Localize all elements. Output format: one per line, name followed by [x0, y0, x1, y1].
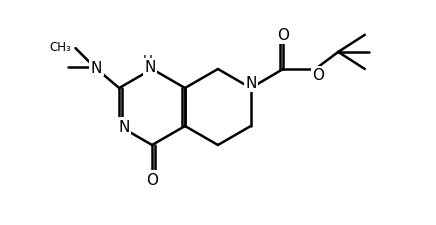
Text: CH₃: CH₃	[50, 40, 72, 53]
Text: N: N	[91, 60, 102, 75]
Text: N: N	[245, 76, 256, 91]
Text: H: H	[143, 54, 153, 67]
Text: O: O	[146, 172, 158, 187]
Text: N: N	[119, 119, 130, 134]
Text: N: N	[144, 60, 156, 75]
Text: O: O	[277, 28, 289, 43]
Text: O: O	[313, 68, 324, 83]
